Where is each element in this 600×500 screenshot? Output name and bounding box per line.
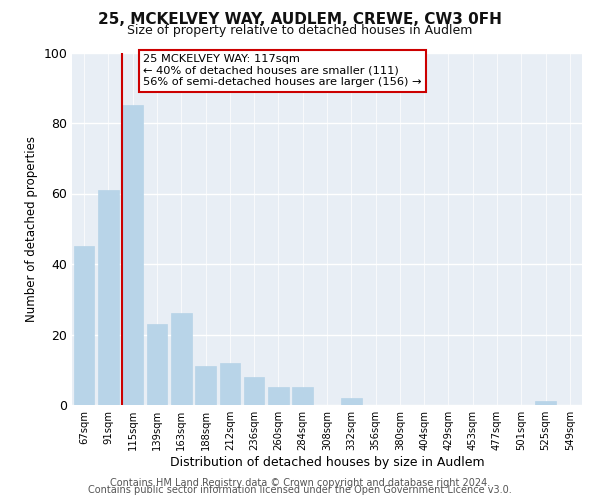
Text: 25 MCKELVEY WAY: 117sqm
← 40% of detached houses are smaller (111)
56% of semi-d: 25 MCKELVEY WAY: 117sqm ← 40% of detache… (143, 54, 422, 88)
Bar (74, 246, 94, 405)
Bar (171, 314, 191, 405)
Bar (98, 190, 119, 405)
Bar (341, 398, 362, 405)
Bar (195, 366, 216, 405)
Bar (220, 362, 240, 405)
Text: 25, MCKELVEY WAY, AUDLEM, CREWE, CW3 0FH: 25, MCKELVEY WAY, AUDLEM, CREWE, CW3 0FH (98, 12, 502, 28)
Text: Size of property relative to detached houses in Audlem: Size of property relative to detached ho… (127, 24, 473, 37)
Text: Contains HM Land Registry data © Crown copyright and database right 2024.: Contains HM Land Registry data © Crown c… (110, 478, 490, 488)
Y-axis label: Number of detached properties: Number of detached properties (25, 136, 38, 322)
Bar (268, 388, 289, 405)
Bar (146, 324, 167, 405)
Bar (535, 402, 556, 405)
Bar (122, 106, 143, 405)
X-axis label: Distribution of detached houses by size in Audlem: Distribution of detached houses by size … (170, 456, 484, 469)
Bar (292, 388, 313, 405)
Bar (244, 377, 265, 405)
Text: Contains public sector information licensed under the Open Government Licence v3: Contains public sector information licen… (88, 485, 512, 495)
